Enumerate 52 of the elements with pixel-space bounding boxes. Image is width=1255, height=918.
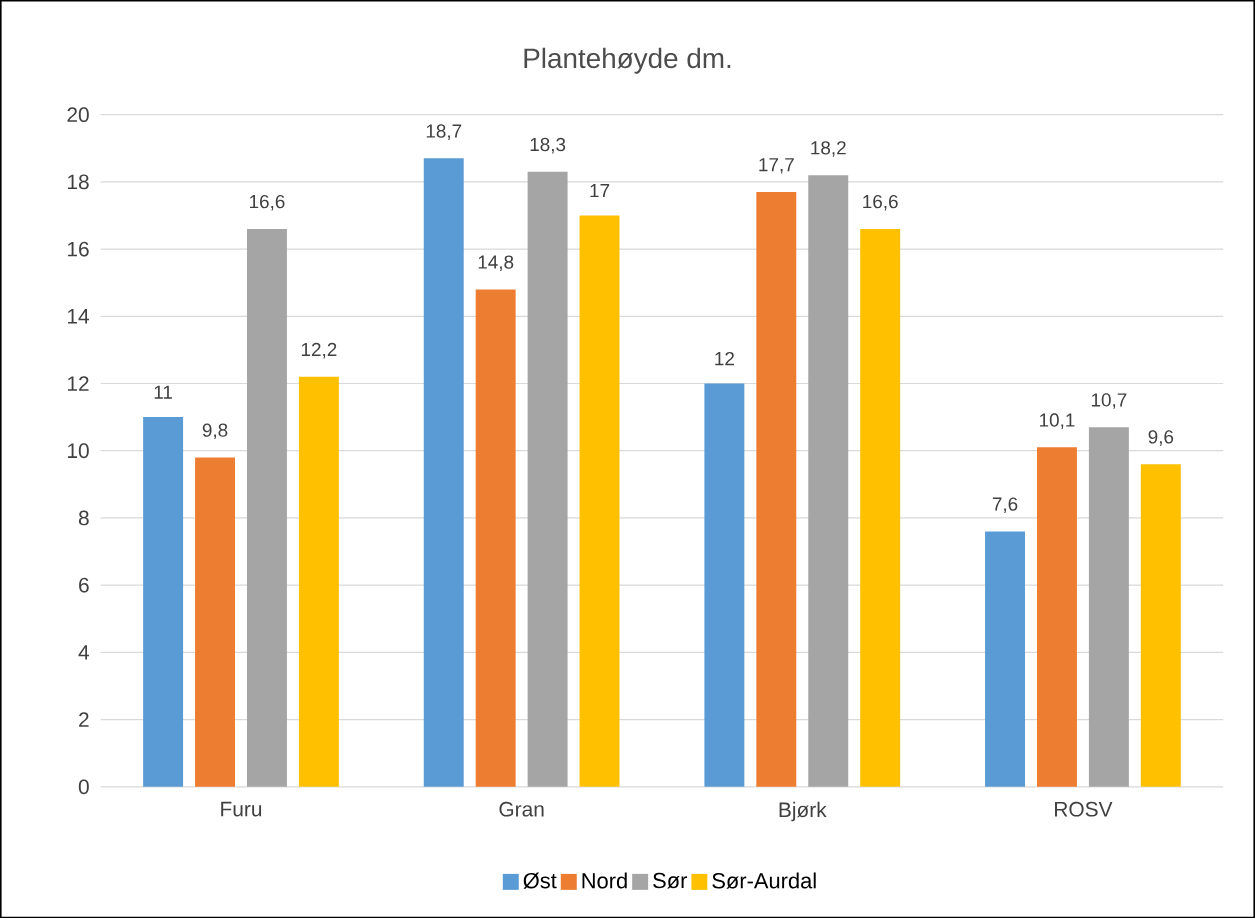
y-tick-label: 2 xyxy=(79,712,89,727)
bar xyxy=(246,228,287,787)
x-tick-label: Gran xyxy=(499,801,544,817)
data-label: 14,8 xyxy=(478,255,514,271)
y-tick-label: 18 xyxy=(68,174,89,190)
legend-label: Nord xyxy=(582,872,627,889)
data-label: 16,6 xyxy=(250,194,285,211)
data-label: 7,6 xyxy=(992,497,1018,513)
data-label: 18,3 xyxy=(530,137,566,154)
y-tick-label: 14 xyxy=(68,308,90,324)
data-label: 17 xyxy=(590,183,610,197)
bar xyxy=(475,289,516,787)
legend-label: Sør-Aurdal xyxy=(712,872,816,889)
x-tick-label: Furu xyxy=(221,801,262,817)
y-tick-label: 8 xyxy=(78,510,89,526)
data-label: 17,7 xyxy=(759,157,794,174)
bar xyxy=(527,171,568,787)
bar xyxy=(423,158,464,787)
y-tick-label: 0 xyxy=(78,779,89,794)
y-tick-label: 6 xyxy=(79,577,89,593)
data-label: 12 xyxy=(715,351,734,365)
y-tick-label: 10 xyxy=(68,443,89,458)
data-label: 9,8 xyxy=(202,423,228,439)
bar xyxy=(195,457,236,787)
bar xyxy=(143,416,184,787)
bar xyxy=(1088,426,1129,787)
data-label: 12,2 xyxy=(301,342,337,359)
bar xyxy=(985,531,1025,787)
bar xyxy=(579,215,620,787)
x-tick-label: ROSV xyxy=(1055,801,1113,817)
legend-label: Øst xyxy=(523,872,557,889)
bar xyxy=(704,383,745,787)
y-tick-label: 12 xyxy=(68,376,89,391)
data-label: 16,6 xyxy=(863,194,898,211)
data-label: 10,7 xyxy=(1091,393,1127,409)
y-tick-label: 20 xyxy=(67,107,89,122)
legend-label: Sør xyxy=(653,872,688,889)
data-label: 11 xyxy=(154,385,172,399)
bar xyxy=(1140,463,1181,787)
data-label: 18,7 xyxy=(426,124,462,140)
bar xyxy=(298,376,339,787)
data-label: 10,1 xyxy=(1040,413,1075,429)
x-tick-label: Bjørk xyxy=(779,801,827,822)
bar xyxy=(860,228,901,787)
data-label: 9,6 xyxy=(1148,429,1174,446)
bar xyxy=(756,191,797,787)
bar xyxy=(1036,447,1077,787)
y-tick-label: 4 xyxy=(78,644,90,660)
chart-title: Plantehøyde dm. xyxy=(524,47,731,74)
y-tick-label: 16 xyxy=(68,241,89,257)
data-label: 18,2 xyxy=(811,140,846,157)
bar xyxy=(808,174,849,787)
